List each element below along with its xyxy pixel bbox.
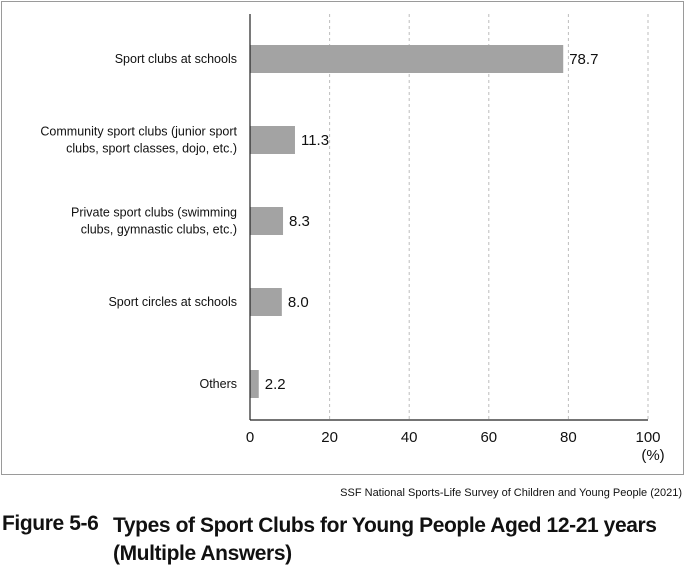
- bar-value-label-0: 78.7: [569, 51, 598, 68]
- x-tick-label-60: 60: [480, 429, 497, 446]
- category-label-0-0: Sport clubs at schools: [115, 52, 237, 66]
- category-label-3-0: Sport circles at schools: [108, 295, 237, 309]
- bar-4: [250, 370, 259, 398]
- chart-frame: 78.7 Sport clubs at schools 11.3 Community …: [1, 1, 684, 475]
- bar-value-label-4: 2.2: [265, 376, 286, 393]
- bar-3: [250, 288, 282, 316]
- bar-chart: 78.7 Sport clubs at schools 11.3 Community …: [40, 14, 665, 464]
- x-tick-label-100: 100: [635, 429, 660, 446]
- bar-0: [250, 45, 564, 73]
- figure-title: Types of Sport Clubs for Young People Ag…: [113, 514, 657, 565]
- figure-number: Figure 5-6: [2, 512, 99, 535]
- category-label-1-1: clubs, sport classes, dojo, etc.): [66, 142, 237, 156]
- category-label-1-0: Community sport clubs (junior sport: [40, 125, 237, 139]
- category-label-2-1: clubs, gymnastic clubs, etc.): [81, 223, 237, 237]
- bar-value-label-3: 8.0: [288, 294, 309, 311]
- category-label-2-0: Private sport clubs (swimming: [71, 206, 237, 220]
- x-tick-label-80: 80: [560, 429, 577, 446]
- category-label-4-0: Others: [199, 377, 237, 391]
- x-tick-label-20: 20: [321, 429, 338, 446]
- x-tick-label-40: 40: [401, 429, 418, 446]
- x-tick-label-0: 0: [246, 429, 254, 446]
- source-citation: SSF National Sports-Life Survey of Child…: [340, 487, 682, 499]
- bar-value-label-2: 8.3: [289, 213, 310, 230]
- bar-value-label-1: 11.3: [301, 132, 329, 149]
- x-axis-unit: (%): [641, 447, 664, 464]
- bar-2: [250, 207, 284, 235]
- bar-1: [250, 126, 295, 154]
